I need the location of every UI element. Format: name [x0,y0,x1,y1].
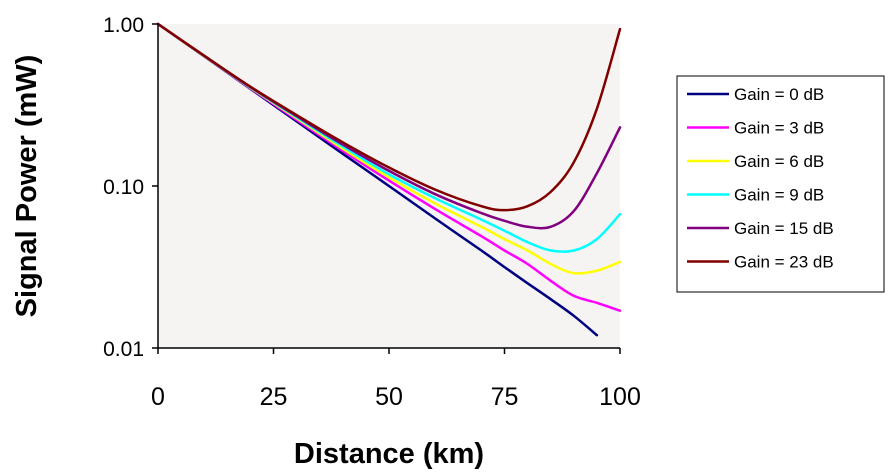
legend-label: Gain = 0 dB [734,85,824,104]
series-line-5 [156,22,622,212]
x-tick-label: 0 [151,383,165,411]
legend: Gain = 0 dB Gain = 3 dB Gain = 6 dB Gain = … [687,85,834,272]
x-axis-title: Distance (km) [294,438,484,470]
legend-label: Gain = 15 dB [734,219,834,238]
legend-label: Gain = 3 dB [734,119,824,138]
y-tick-label: 0.10 [103,176,144,199]
y-axis-title: Signal Power (mW) [11,55,43,318]
legend-box [676,75,885,293]
y-tick-label: 1.00 [103,14,144,37]
x-tick-label: 100 [599,383,641,411]
legend-label: Gain = 23 dB [734,253,834,272]
y-tick-label: 0.01 [103,338,144,361]
x-tick-label: 50 [375,383,403,411]
tick-layer: 0.01 0.10 1.00 0 25 50 75 100 [103,14,641,411]
series-layer [156,22,622,337]
legend-label: Gain = 6 dB [734,152,824,171]
legend-label: Gain = 9 dB [734,186,824,205]
x-tick-label: 75 [491,383,519,411]
x-tick-label: 25 [260,383,288,411]
